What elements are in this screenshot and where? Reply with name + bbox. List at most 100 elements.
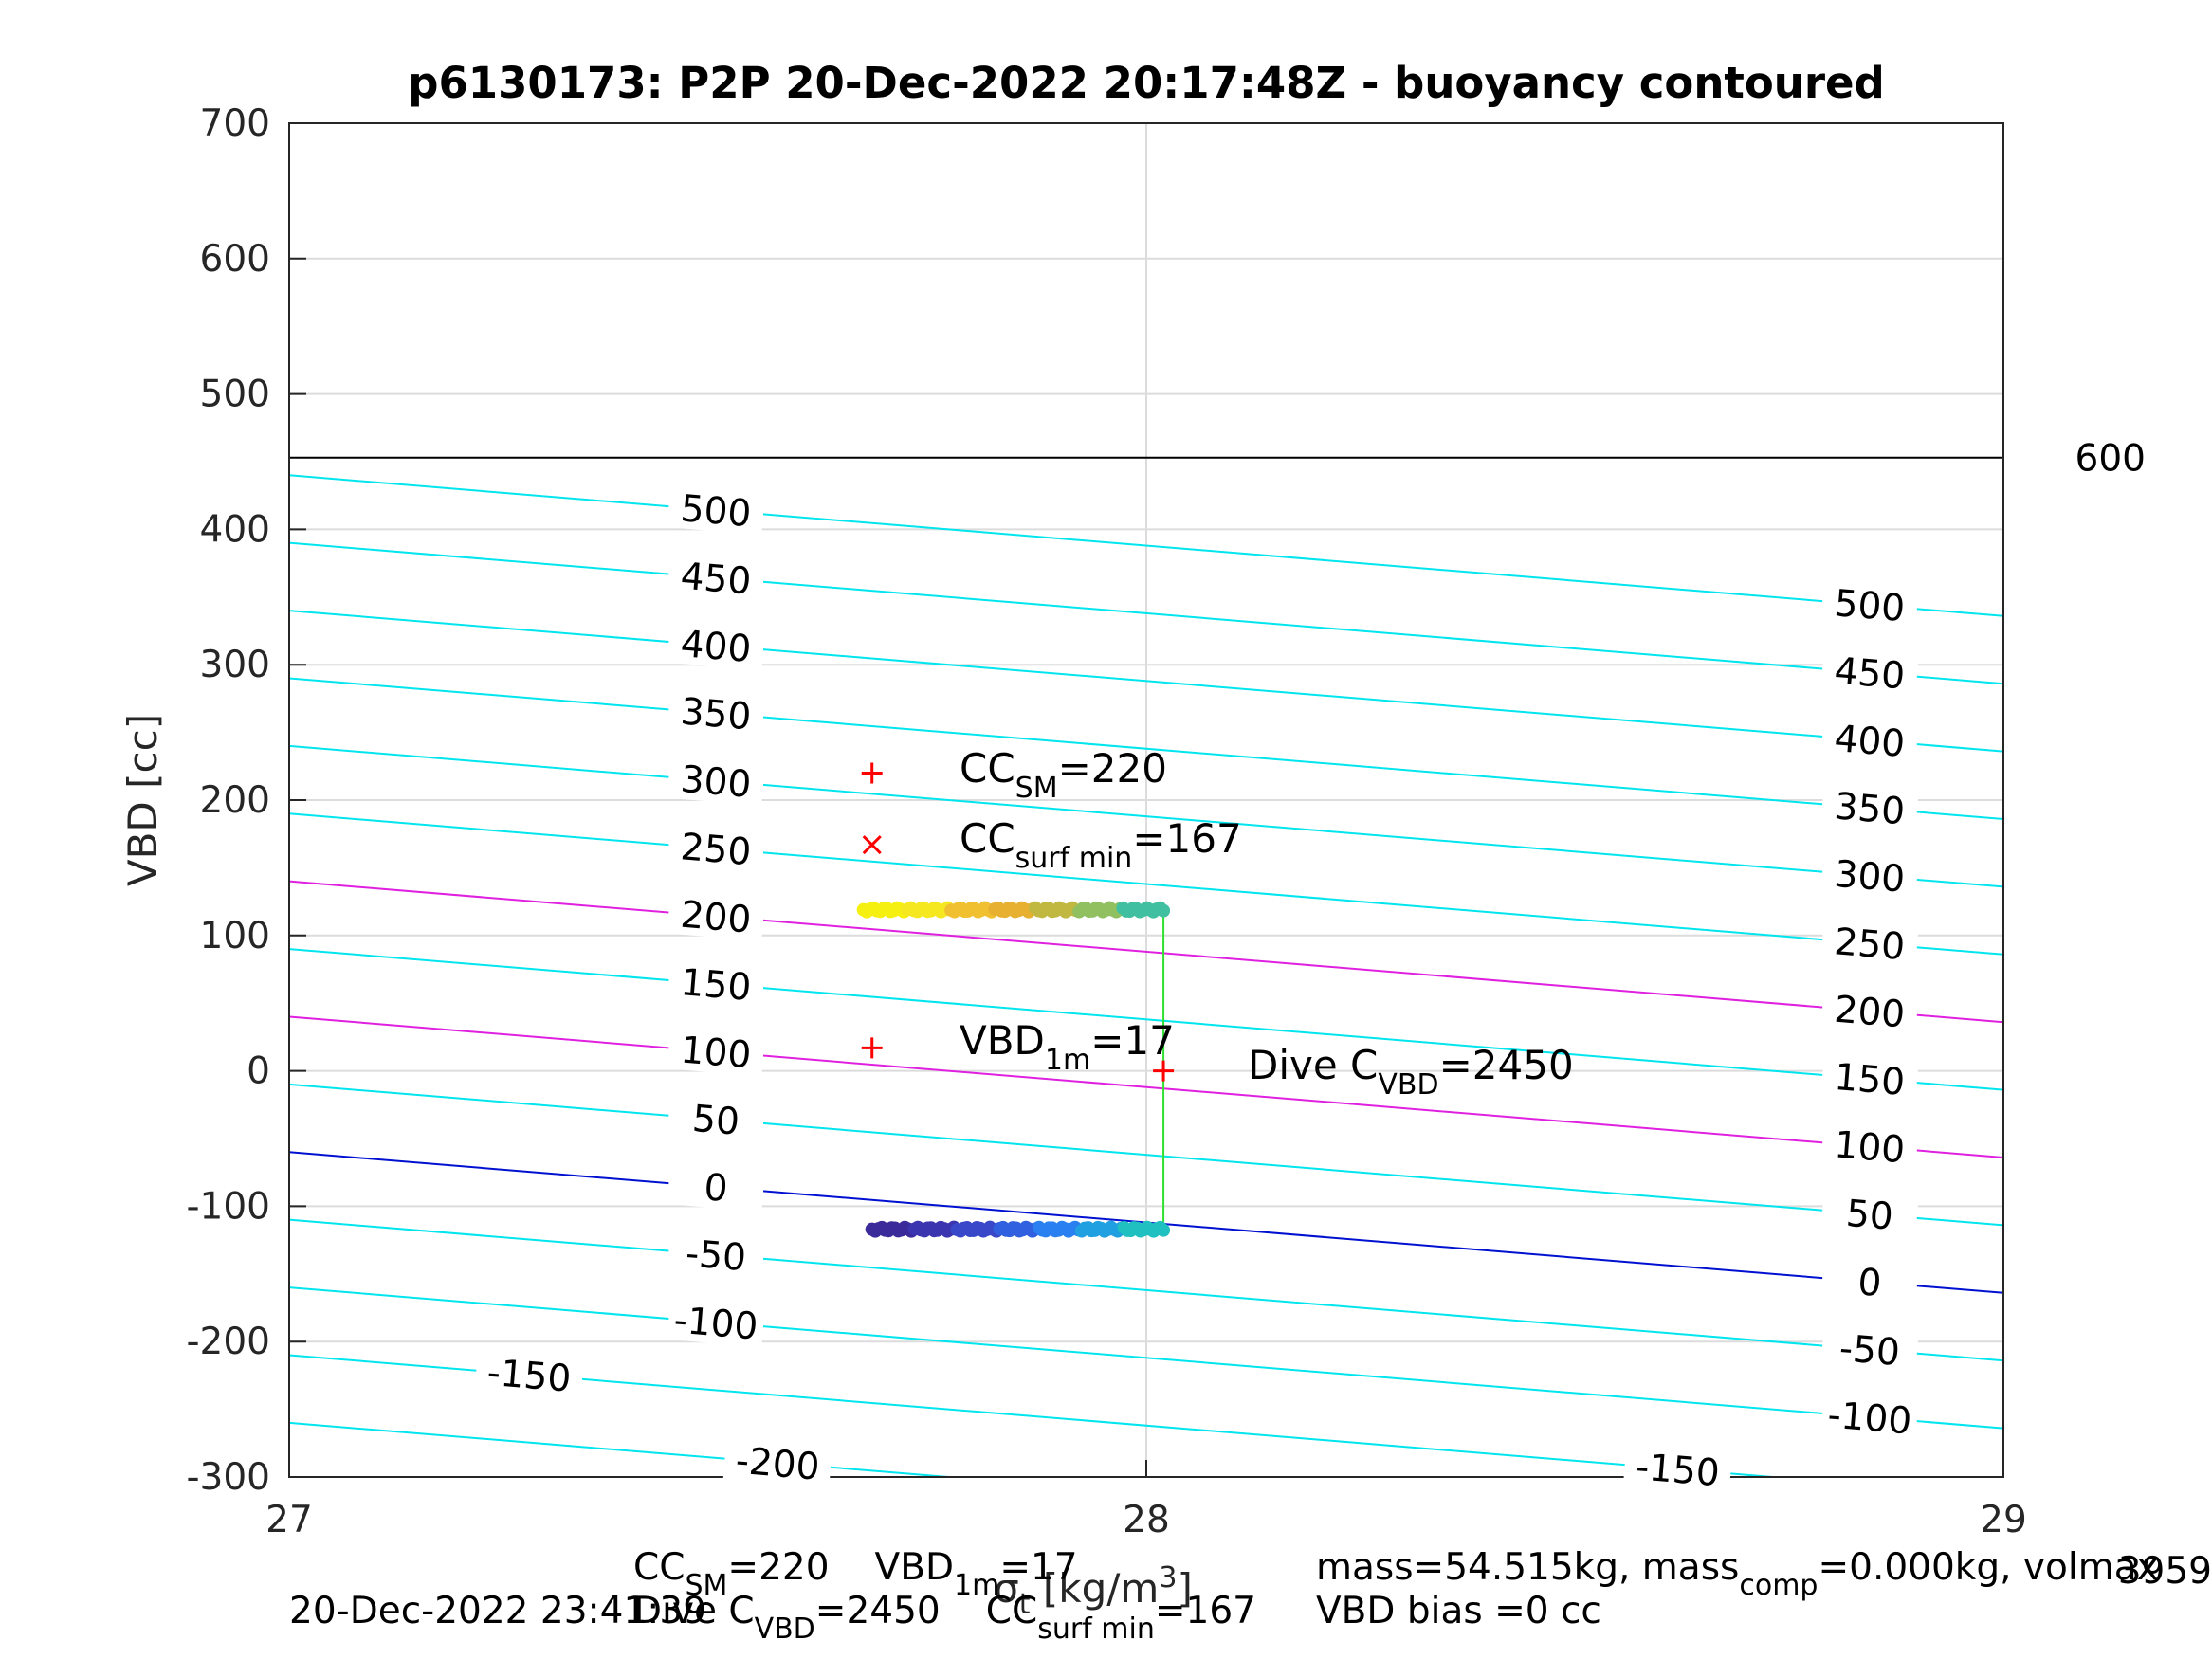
cross-marker [862,835,882,855]
contour-label-left-gap [667,686,765,738]
contour-label-right-gap [1820,1187,1919,1239]
contour-label-right-gap [1820,578,1919,630]
contour-label-right-gap [1820,713,1919,766]
contour-label-right-gap [1820,1120,1919,1172]
contour-label-right: -50 [1837,1327,1901,1375]
contour-label-left: 350 [679,690,753,738]
footer-cc: CC [633,1546,685,1589]
contour-label-right: 450 [1833,650,1907,699]
deep-track-point [1157,1223,1171,1237]
contour-label-left-gap [667,1228,765,1280]
x-axis-label: σt [kg/m3] [994,1561,1193,1621]
contour-label-left-gap [667,1160,765,1212]
contour-line [289,1421,960,1477]
contour-line [289,812,2003,956]
y-tick-label: -200 [186,1321,270,1363]
contour-label-left-gap [667,754,765,806]
x-axis-label-sub: t [1019,1588,1031,1621]
y-tick-label: 500 [200,374,270,416]
chart-title: p6130173: P2P 20-Dec-2022 20:17:48Z - bu… [408,58,1885,108]
grid-lines [288,122,2004,1478]
contour-label-left-gap [474,1347,584,1400]
contour-line [289,474,2003,617]
contour-label-right-gap [1820,917,1919,969]
x-axis-label-unit: [kg/m [1031,1565,1160,1612]
footer-date: 20-Dec-2022 23:41:39 [289,1590,706,1632]
y-tick-label: 100 [200,915,270,957]
contour-line [289,1015,2003,1158]
footer-dive: Dive C [633,1590,755,1632]
x-tick-label: 29 [1980,1499,2027,1541]
y-tick-label: 600 [200,238,270,281]
y-tick-label: 400 [200,508,270,551]
contour-label-left: 200 [679,894,753,942]
footer-surf-value: =167 [1155,1590,1256,1632]
annotation-cc-surf-min: CCsurf min=167 [960,815,1242,875]
contour-label-left: 50 [690,1098,740,1144]
vbd-max-label: 600 [2075,438,2146,481]
contour-label-left-gap [667,1025,765,1077]
contour-label-left: -100 [672,1300,759,1349]
contour-label-right-gap [1820,781,1919,833]
annotation-dive-c-vbd: Dive CVBD=2450 [1248,1042,1574,1102]
dive-c-sub: VBD [1378,1068,1438,1102]
contour-label-left: 450 [679,556,753,604]
contour-line [289,541,2003,685]
contour-label-right: -150 [1634,1446,1721,1495]
contour-label-right-gap [1820,848,1919,901]
annotation-vbd-1m: VBD1m=17 [960,1017,1175,1077]
contour-line [289,880,2003,1024]
contour-label-right-gap [1622,1442,1733,1495]
contour-label-left-gap [667,957,765,1010]
footer-cc-sub: SM [685,1569,727,1602]
contour-label-right: 350 [1833,785,1907,833]
y-tick-label: 700 [200,102,270,145]
footer-cc-value: =220 [727,1546,829,1589]
cc-sm-value: =220 [1058,745,1167,792]
contour-label-right: 100 [1833,1123,1907,1172]
contour-line [289,1286,2003,1430]
contour-label-left: 300 [679,758,753,807]
cc-surf-main: CC [960,815,1015,862]
contour-label-left: 400 [679,623,753,671]
footer-vbd-bias: VBD bias =0 cc [1316,1590,1601,1632]
contour-label-left-gap [667,483,765,536]
footer-dive-sub: VBD [755,1613,815,1646]
contour-label-right: 50 [1844,1193,1894,1239]
contour-label-right-gap [1820,1322,1919,1375]
y-tick-label: 300 [200,644,270,686]
contour-label-left: 100 [679,1029,753,1077]
contour-label-right: 150 [1833,1056,1907,1104]
plus-marker [861,762,883,784]
annotation-cc-sm: CCSM=220 [960,745,1167,805]
x-axis-label-main: σ [994,1565,1019,1612]
contour-label-left-gap [667,551,765,603]
x-tick-label: 28 [1123,1499,1170,1541]
y-axis-label: VBD [cc] [119,714,166,886]
footer-mass-sub: comp [1739,1569,1818,1602]
contour-label-left-gap [667,822,765,874]
dive-c-main: Dive C [1248,1042,1378,1088]
contour-line [289,610,2003,753]
footer-corner-number: 3959 [2118,1550,2212,1593]
y-tick-label: 200 [200,779,270,822]
x-axis-label-close: ] [1177,1565,1192,1612]
contour-labels: 600500450400350300250200150100500-50-100… [474,438,2146,1495]
footer-surf: CC [986,1590,1037,1632]
contour-label-right: 500 [1833,582,1907,630]
footer-dive-surf: Dive CVBD=2450 CCsurf min=167 [633,1590,1256,1646]
contour-label-right-gap [1820,646,1919,698]
data-tracks [856,901,1171,1238]
contour-label-right: 200 [1833,989,1907,1037]
footer-vbd: VBD [875,1546,954,1589]
markers [861,762,1175,1082]
contour-label-right: 0 [1856,1261,1883,1305]
contour-label-left: 500 [679,487,753,536]
contour-label-left-gap [722,1435,833,1488]
contour-label-right: 250 [1833,921,1907,969]
contour-label-right: 300 [1833,853,1907,902]
contour-label-left: -50 [684,1232,747,1280]
footer-mass: mass=54.515kg, masscomp=0.000kg, volmax [1316,1546,2159,1602]
contour-label-right-gap [1820,1051,1919,1104]
